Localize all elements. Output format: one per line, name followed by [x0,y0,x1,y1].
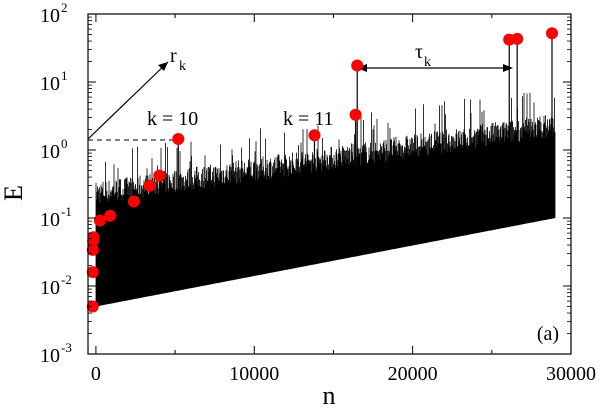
record-point [127,195,140,208]
y-tick-label-base: 10 [40,209,60,231]
record-point [104,209,117,222]
x-tick-label: 20000 [388,363,438,385]
x-tick-label: 30000 [546,363,596,385]
y-axis-label: E [0,185,28,201]
record-point [86,243,99,256]
record-point [546,27,558,40]
x-tick-label: 10000 [229,363,279,385]
y-tick-label-exp: 1 [61,68,68,83]
r-label: r [170,45,177,67]
k11-label: k = 11 [283,108,334,130]
y-tick-label-base: 10 [40,5,60,27]
y-tick-label-exp: -1 [61,204,72,219]
tau-arrow-head-right [503,64,513,72]
y-tick-label-exp: -3 [61,340,72,355]
record-point [153,169,166,182]
y-tick-label-base: 10 [40,141,60,163]
panel-label: (a) [537,323,559,345]
record-point [86,266,99,279]
record-point [349,108,362,121]
record-point [86,300,99,313]
record-point [511,32,524,45]
record-points [86,27,558,313]
record-point [87,231,100,244]
k10-label: k = 10 [147,108,198,130]
record-point [351,59,364,72]
tau-subscript: k [424,55,431,70]
y-tick-label-exp: 2 [61,0,68,15]
x-axis-label: n [323,381,336,410]
record-point [93,214,106,227]
y-tick-label-exp: -2 [61,272,72,287]
record-point [172,133,185,145]
y-tick-label-base: 10 [40,277,60,299]
y-tick-label-base: 10 [40,73,60,95]
plot-frame [87,13,572,355]
y-tick-label-exp: 0 [61,136,68,151]
y-tick-label-base: 10 [40,345,60,367]
record-point [143,179,156,192]
x-tick-label: 0 [91,363,101,385]
r-arrow-head [158,62,168,71]
r-arrow-line [87,61,169,140]
record-point [308,129,321,142]
energy-time-series [95,33,556,307]
tau-label: τ [415,41,423,63]
r-subscript: k [179,59,186,74]
